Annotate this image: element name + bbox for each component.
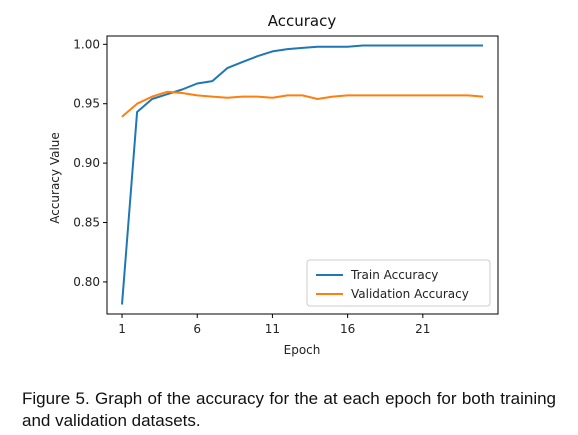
x-tick-label: 21 bbox=[415, 322, 430, 336]
validation-accuracy-line bbox=[121, 90, 484, 118]
caption-label: Figure 5. bbox=[22, 389, 90, 408]
x-tick-label: 6 bbox=[193, 322, 201, 336]
y-axis-title: Accuracy Value bbox=[48, 132, 62, 224]
x-axis: 1 6 11 16 21 bbox=[118, 314, 430, 336]
train-accuracy-line bbox=[121, 44, 483, 305]
y-tick-label: 0.95 bbox=[73, 97, 100, 111]
plot-area bbox=[106, 35, 499, 315]
legend: Train Accuracy Validation Accuracy bbox=[306, 259, 491, 307]
x-axis-title: Epoch bbox=[284, 343, 321, 357]
figure-caption: Figure 5. Graph of the accuracy for the … bbox=[22, 388, 556, 432]
y-tick-label: 0.80 bbox=[73, 275, 100, 289]
caption-text: Graph of the accuracy for the at each ep… bbox=[22, 389, 556, 430]
y-tick-label: 0.90 bbox=[73, 156, 100, 170]
train-accuracy-legend-label: Train Accuracy bbox=[350, 268, 438, 282]
plot-frame bbox=[106, 35, 499, 315]
x-tick-label: 1 bbox=[118, 322, 126, 336]
x-tick-label: 11 bbox=[265, 322, 280, 336]
accuracy-chart: Accuracy 0.800.850.900.951.00 1 6 11 16 21 E… bbox=[48, 12, 499, 357]
x-tick-label: 16 bbox=[340, 322, 355, 336]
chart-title: Accuracy bbox=[268, 12, 337, 30]
y-axis: 0.80 0.85 0.90 0.95 1.00 bbox=[73, 37, 107, 289]
y-tick-label: 0.85 bbox=[73, 216, 100, 230]
legend-box bbox=[306, 259, 491, 307]
series-layer bbox=[121, 44, 484, 305]
validation-accuracy-legend-label: Validation Accuracy bbox=[351, 287, 469, 301]
y-tick-label: 1.00 bbox=[73, 37, 100, 51]
